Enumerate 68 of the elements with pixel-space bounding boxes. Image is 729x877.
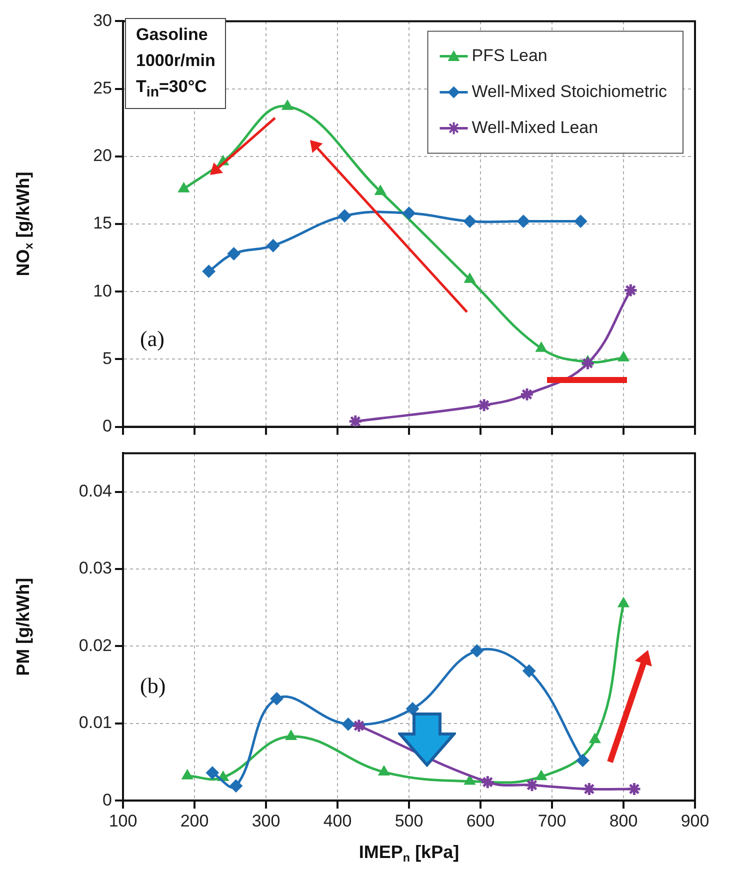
y-tick-label: 25 xyxy=(93,78,112,98)
point xyxy=(285,730,297,740)
x-tick-label: 400 xyxy=(323,811,352,830)
point xyxy=(374,185,386,196)
point xyxy=(464,272,476,283)
point xyxy=(282,100,294,110)
x-tick-label: 600 xyxy=(466,811,495,830)
point xyxy=(206,766,219,780)
point xyxy=(476,398,492,412)
point xyxy=(618,351,630,362)
point xyxy=(406,702,420,716)
point xyxy=(582,782,596,796)
point xyxy=(338,209,352,222)
x-tick-label: 700 xyxy=(538,811,566,830)
legend-label: Well-Mixed Stoichiometric xyxy=(472,82,668,101)
point xyxy=(480,774,495,790)
point xyxy=(464,774,476,785)
y-tick-label: 0.02 xyxy=(78,636,112,655)
y-tick-label: 0 xyxy=(102,790,112,810)
annotation: Gasoline 1000r/min T$_{in}$=30°C xyxy=(125,18,226,110)
point xyxy=(536,770,547,780)
point xyxy=(576,754,590,767)
point xyxy=(580,356,595,371)
point xyxy=(574,214,588,228)
x-tick-label: 500 xyxy=(394,811,424,830)
point xyxy=(516,214,530,228)
y-tick-label: 5 xyxy=(102,348,112,368)
point xyxy=(470,644,484,658)
x-tick-label: 200 xyxy=(180,811,209,830)
point xyxy=(618,597,630,608)
point xyxy=(378,766,390,776)
y-axis-title: PM [g/kWh] xyxy=(12,578,33,676)
legend-label: PFS Lean xyxy=(472,46,548,65)
y-tick-label: 0.03 xyxy=(78,558,112,578)
point xyxy=(178,182,190,192)
point xyxy=(524,778,540,792)
point xyxy=(536,342,547,352)
y-tick-label: 10 xyxy=(93,281,112,300)
annotation: (b) xyxy=(140,673,166,699)
x-tick-label: 300 xyxy=(252,811,280,830)
point xyxy=(463,214,476,228)
point xyxy=(352,718,366,733)
x-tick-label: 900 xyxy=(680,811,710,830)
point xyxy=(348,414,363,427)
point xyxy=(626,782,642,796)
x-tick-label: 100 xyxy=(108,811,138,830)
point xyxy=(342,718,355,731)
y-tick-label: 0.04 xyxy=(78,481,112,500)
point xyxy=(182,769,194,780)
annotation: (a) xyxy=(140,326,164,352)
point xyxy=(227,247,240,260)
point xyxy=(229,779,242,792)
point xyxy=(202,264,216,278)
point xyxy=(520,387,534,402)
y-tick-label: 0.01 xyxy=(78,713,112,732)
y-tick-label: 0 xyxy=(102,416,112,436)
point xyxy=(266,239,280,252)
x-tick-label: 800 xyxy=(609,811,638,830)
point xyxy=(402,206,416,220)
point xyxy=(623,283,638,298)
point xyxy=(589,733,601,744)
point xyxy=(270,692,284,706)
y-tick-label: 30 xyxy=(93,10,112,30)
point xyxy=(522,664,536,678)
y-tick-label: 15 xyxy=(93,214,112,233)
legend-label: Well-Mixed Lean xyxy=(472,118,598,137)
y-tick-label: 20 xyxy=(93,146,112,166)
y-axis-title: NOx [g/kWh] xyxy=(12,172,36,276)
